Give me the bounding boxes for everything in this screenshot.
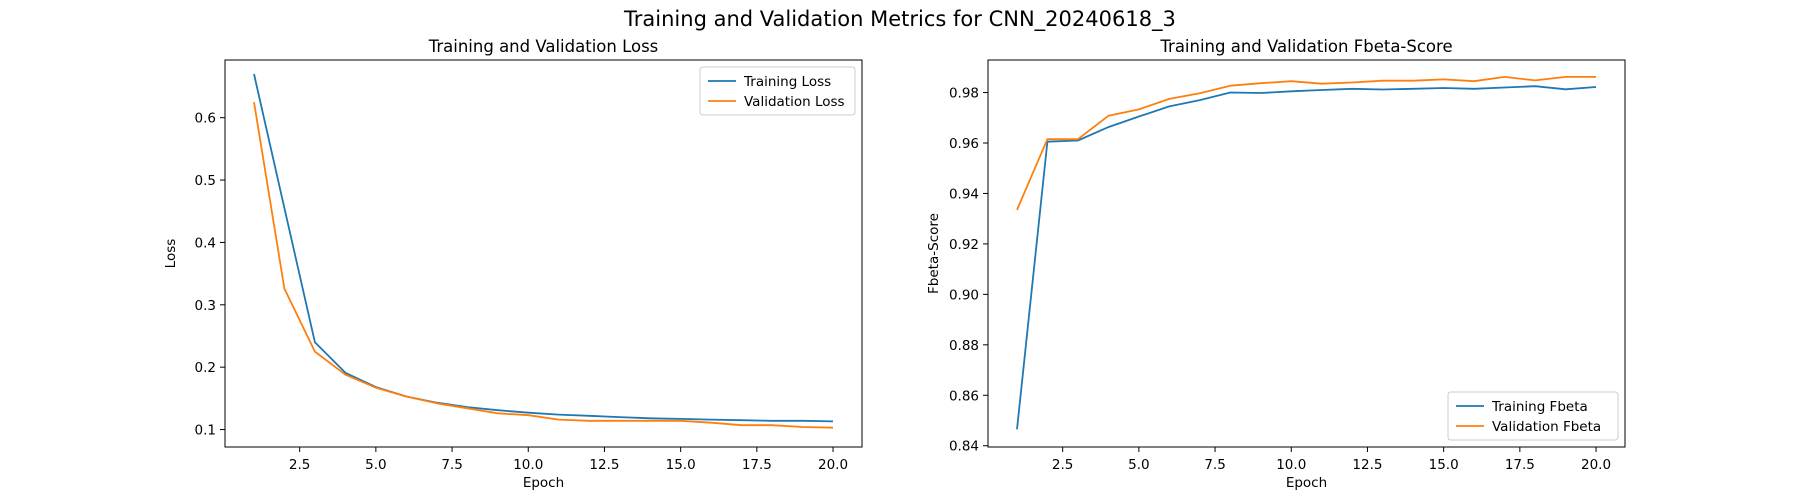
loss-x-tick-label: 20.0	[818, 457, 848, 473]
fbeta-series-line-validation	[1016, 76, 1596, 211]
loss-chart-title: Training and Validation Loss	[428, 37, 659, 56]
fbeta-y-tick-label: 0.88	[949, 338, 979, 354]
fbeta-y-tick-label: 0.98	[949, 86, 979, 102]
fbeta-y-tick-label: 0.84	[949, 439, 979, 455]
loss-series-line-training	[253, 73, 834, 423]
fbeta-chart-title: Training and Validation Fbeta-Score	[1159, 37, 1452, 56]
fbeta-y-axis-label: Fbeta-Score	[926, 213, 942, 294]
fbeta-legend-box	[1447, 391, 1619, 441]
fbeta-series-line-training	[1016, 85, 1597, 430]
loss-x-tick-label: 15.0	[666, 457, 696, 473]
fbeta-x-tick-label: 2.5	[1052, 457, 1073, 473]
loss-x-tick-label: 17.5	[742, 457, 772, 473]
fbeta-x-tick-label: 5.0	[1128, 457, 1149, 473]
fbeta-x-tick-label: 17.5	[1505, 457, 1535, 473]
loss-y-tick-label: 0.2	[195, 360, 216, 376]
loss-y-tick-label: 0.1	[195, 423, 216, 439]
loss-legend-label: Training Loss	[743, 74, 831, 90]
fbeta-chart: Training and Validation Fbeta-Score 2.5 5.…	[926, 37, 1626, 491]
loss-y-tick-label: 0.3	[195, 298, 216, 314]
fbeta-legend-label: Training Fbeta	[1491, 399, 1588, 415]
loss-x-tick-label: 12.5	[589, 457, 619, 473]
fbeta-x-tick-label: 20.0	[1581, 457, 1611, 473]
loss-chart: Training and Validation Loss 2.5 5.0 7.5 10.…	[163, 37, 863, 491]
loss-x-tick-label: 5.0	[365, 457, 386, 473]
fbeta-x-tick-label: 7.5	[1204, 457, 1225, 473]
loss-x-axis-label: Epoch	[523, 475, 564, 491]
loss-series-line-validation	[253, 101, 834, 429]
figure-suptitle: Training and Validation Metrics for CNN_…	[623, 7, 1176, 32]
loss-y-tick-label: 0.4	[195, 235, 216, 251]
loss-legend-box	[699, 66, 856, 116]
loss-x-tick-label: 10.0	[513, 457, 543, 473]
fbeta-legend: Training Fbeta Validation Fbeta	[1447, 391, 1619, 441]
loss-x-tick-label: 7.5	[441, 457, 462, 473]
fbeta-y-tick-label: 0.94	[949, 186, 979, 202]
fbeta-plot-frame	[987, 59, 1626, 448]
fbeta-x-tick-label: 15.0	[1429, 457, 1459, 473]
fbeta-x-axis-label: Epoch	[1286, 475, 1327, 491]
loss-y-tick-label: 0.6	[195, 111, 216, 127]
loss-y-axis-label: Loss	[163, 239, 179, 269]
loss-plot-frame	[224, 59, 863, 448]
fbeta-y-tick-label: 0.96	[949, 136, 979, 152]
fbeta-x-tick-label: 12.5	[1352, 457, 1382, 473]
loss-legend: Training Loss Validation Loss	[699, 66, 856, 116]
loss-legend-label: Validation Loss	[744, 94, 845, 110]
fbeta-legend-label: Validation Fbeta	[1492, 419, 1601, 435]
loss-x-tick-label: 2.5	[289, 457, 310, 473]
fbeta-x-tick-label: 10.0	[1276, 457, 1306, 473]
fbeta-y-tick-label: 0.90	[949, 287, 979, 303]
fbeta-y-tick-label: 0.92	[949, 237, 979, 253]
loss-y-tick-label: 0.5	[195, 173, 216, 189]
fbeta-y-tick-label: 0.86	[949, 388, 979, 404]
